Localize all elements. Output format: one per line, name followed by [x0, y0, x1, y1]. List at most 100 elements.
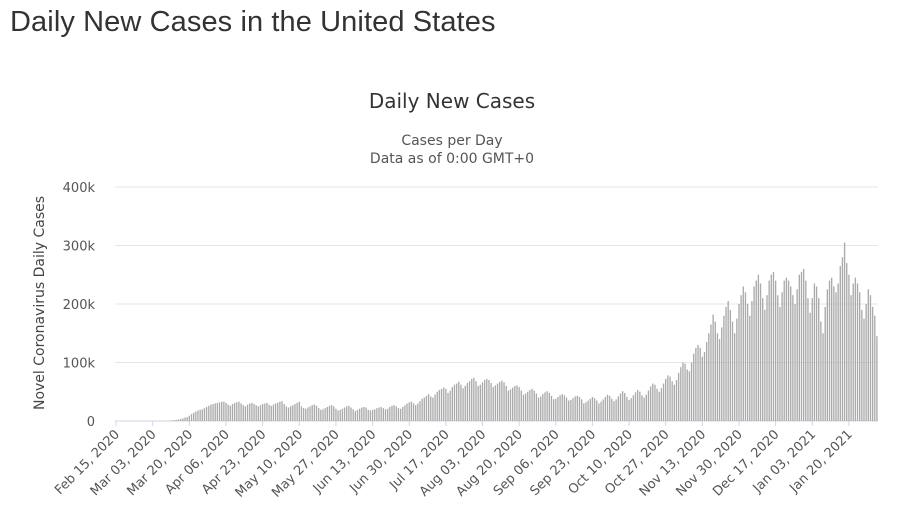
- bar: [643, 397, 645, 421]
- bar: [186, 416, 188, 421]
- bar: [841, 257, 844, 421]
- bar: [516, 385, 518, 421]
- y-tick-label: 300k: [63, 240, 96, 255]
- bar: [320, 409, 322, 421]
- bar: [527, 391, 529, 421]
- bar: [244, 406, 247, 422]
- bar: [626, 397, 628, 421]
- bar: [699, 347, 701, 422]
- bar: [759, 283, 762, 421]
- bar: [859, 292, 861, 421]
- bar: [693, 353, 695, 421]
- bar: [686, 369, 688, 421]
- bar: [781, 292, 783, 421]
- bar: [548, 392, 550, 421]
- bar: [772, 271, 775, 421]
- bar: [281, 401, 283, 421]
- bar: [815, 286, 818, 421]
- bar: [322, 409, 324, 421]
- bar: [283, 404, 285, 421]
- bar: [751, 301, 753, 421]
- bar: [199, 409, 201, 421]
- bar: [311, 405, 313, 421]
- bar: [432, 397, 434, 421]
- bar: [766, 295, 768, 421]
- bar: [221, 401, 223, 421]
- bar: [796, 289, 798, 422]
- bar: [550, 395, 553, 421]
- bars: [160, 242, 878, 422]
- bar: [822, 333, 824, 421]
- bar: [805, 280, 807, 421]
- bar: [242, 405, 244, 421]
- bar: [749, 315, 751, 421]
- bar: [708, 333, 710, 421]
- bar: [580, 399, 583, 421]
- bar: [447, 392, 449, 421]
- bar: [768, 280, 770, 421]
- bar: [236, 402, 238, 421]
- bar: [846, 263, 848, 421]
- bar: [777, 295, 779, 421]
- chart-subtitle-line-1: Cases per Day: [401, 133, 502, 149]
- page-title: Daily New Cases in the United States: [10, 6, 496, 38]
- bar: [352, 409, 354, 421]
- bar: [292, 405, 294, 421]
- bar: [395, 406, 397, 422]
- bar: [867, 289, 869, 422]
- bar: [259, 405, 262, 421]
- bar: [425, 395, 428, 421]
- bar: [203, 408, 206, 421]
- bar: [266, 402, 268, 421]
- bar: [652, 383, 654, 421]
- bar: [606, 394, 609, 421]
- bar: [384, 409, 387, 421]
- bar: [335, 408, 337, 421]
- bar: [438, 390, 441, 421]
- bar: [596, 400, 598, 421]
- bar: [654, 384, 656, 421]
- bar: [710, 324, 712, 421]
- bar: [656, 388, 658, 421]
- bar: [294, 404, 296, 421]
- bar: [464, 385, 466, 421]
- bar: [233, 402, 236, 421]
- bar: [734, 333, 736, 421]
- bar: [615, 399, 617, 421]
- bar: [391, 405, 393, 421]
- bar: [408, 402, 410, 421]
- bar: [223, 401, 225, 421]
- bar: [830, 277, 833, 421]
- bar: [479, 384, 482, 421]
- bar: [184, 417, 186, 421]
- bar: [632, 395, 635, 421]
- y-tick-label: 200k: [63, 298, 96, 313]
- bar: [613, 401, 615, 421]
- bar: [412, 403, 415, 421]
- bar: [451, 387, 453, 421]
- bar: [865, 304, 867, 421]
- bar: [779, 306, 781, 421]
- bar: [507, 390, 510, 421]
- bar: [869, 295, 872, 421]
- bar: [783, 280, 785, 421]
- bar: [171, 420, 173, 421]
- bar: [285, 406, 288, 422]
- bar: [818, 298, 820, 421]
- bar: [576, 395, 578, 421]
- bar: [837, 283, 839, 421]
- bar: [639, 391, 641, 421]
- bar: [723, 315, 725, 421]
- chart-title: Daily New Cases: [369, 89, 535, 113]
- bar: [227, 404, 229, 421]
- bar: [177, 419, 180, 421]
- bar: [555, 398, 557, 421]
- bar: [675, 380, 678, 421]
- bar: [440, 388, 443, 421]
- bar: [800, 271, 803, 421]
- bar: [848, 274, 850, 421]
- bar: [212, 404, 214, 421]
- bar: [813, 283, 816, 421]
- bar: [589, 398, 591, 421]
